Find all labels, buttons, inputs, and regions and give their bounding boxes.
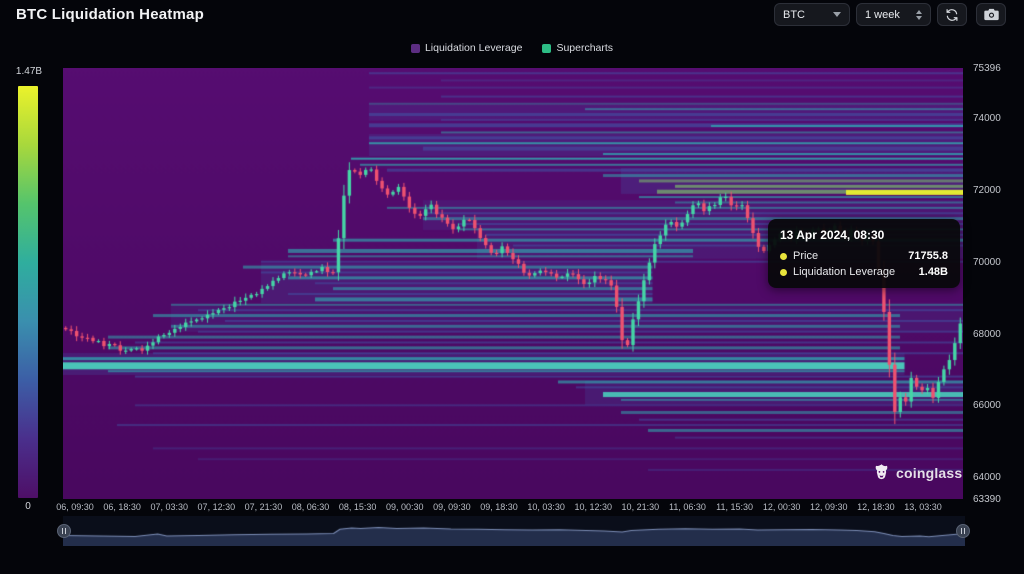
tooltip-row-liquidation-leverage: Liquidation Leverage 1.48B — [780, 266, 948, 278]
camera-icon — [983, 8, 999, 21]
x-axis-label: 06, 18:30 — [103, 502, 141, 512]
colorbar-min-label: 0 — [25, 501, 31, 512]
tooltip-date: 13 Apr 2024, 08:30 — [780, 228, 885, 242]
navigator-canvas[interactable] — [63, 516, 965, 546]
tooltip-label: Liquidation Leverage — [793, 266, 896, 278]
range-select[interactable]: 1 week — [856, 3, 931, 26]
y-axis-label: 72000 — [973, 184, 1001, 196]
tooltip-value: 1.48B — [918, 266, 948, 278]
coinglass-watermark: coinglass — [872, 463, 962, 482]
navigator-right-handle[interactable] — [956, 524, 970, 538]
tooltip-value: 71755.8 — [908, 250, 948, 262]
y-axis-label: 75396 — [973, 63, 1001, 74]
x-axis-label: 12, 09:30 — [809, 502, 848, 512]
page-title: BTC Liquidation Heatmap — [16, 6, 204, 23]
navigator-left-handle[interactable] — [57, 524, 71, 538]
watermark-text: coinglass — [896, 464, 963, 481]
series-dot-icon — [780, 252, 787, 260]
coinglass-logo-icon — [875, 464, 888, 480]
x-axis-label: 10, 03:30 — [527, 502, 565, 512]
x-axis-label: 09, 09:30 — [433, 502, 471, 512]
chevron-down-icon — [833, 12, 841, 17]
x-axis-label: 06, 09:30 — [56, 502, 94, 512]
y-axis-label: 64000 — [973, 472, 1001, 484]
navigator-track[interactable] — [63, 516, 965, 546]
x-axis-label: 12, 00:30 — [762, 502, 801, 512]
x-axis-label: 13, 03:30 — [904, 502, 942, 512]
refresh-icon — [946, 8, 958, 21]
legend-label: Supercharts — [556, 42, 614, 54]
symbol-select-value: BTC — [783, 8, 805, 21]
refresh-button[interactable] — [937, 3, 967, 26]
legend-label: Liquidation Leverage — [424, 42, 523, 54]
x-axis-label: 08, 06:30 — [291, 502, 330, 512]
symbol-select[interactable]: BTC — [774, 3, 850, 26]
legend: Liquidation Leverage Supercharts — [0, 42, 1024, 54]
chart-tooltip: 13 Apr 2024, 08:30 Price 71755.8 Liquida… — [768, 219, 960, 288]
x-axis-label: 07, 21:30 — [244, 502, 283, 512]
legend-item-liquidation-leverage[interactable]: Liquidation Leverage — [410, 42, 523, 54]
x-axis-label: 11, 06:30 — [669, 502, 706, 512]
x-axis-label: 10, 12:30 — [574, 502, 612, 512]
chevron-updown-icon — [916, 9, 922, 20]
range-select-value: 1 week — [865, 8, 900, 21]
y-axis-label: 74000 — [973, 113, 1001, 125]
legend-item-supercharts[interactable]: Supercharts — [542, 42, 613, 54]
series-dot-icon — [780, 268, 787, 276]
screenshot-button[interactable] — [976, 3, 1006, 26]
x-axis-label: 09, 00:30 — [385, 502, 424, 512]
legend-swatch — [542, 43, 552, 53]
colorbar-max-label: 1.47B — [15, 66, 43, 77]
legend-swatch — [410, 43, 420, 53]
y-axis-label: 63390 — [973, 494, 1001, 505]
x-axis-label: 11, 15:30 — [716, 502, 753, 512]
x-axis-label: 08, 15:30 — [338, 502, 377, 512]
y-axis-label: 68000 — [973, 328, 1001, 340]
tooltip-row-price: Price 71755.8 — [780, 250, 948, 262]
tooltip-label: Price — [793, 250, 819, 262]
x-axis-label: 07, 12:30 — [197, 502, 236, 512]
colorbar — [18, 86, 38, 498]
y-axis-label: 66000 — [973, 400, 1001, 412]
x-axis-label: 07, 03:30 — [150, 502, 188, 512]
x-axis-label: 10, 21:30 — [621, 502, 660, 512]
y-axis-label: 70000 — [973, 256, 1001, 268]
x-axis-label: 12, 18:30 — [857, 502, 895, 512]
x-axis-label: 09, 18:30 — [480, 502, 518, 512]
